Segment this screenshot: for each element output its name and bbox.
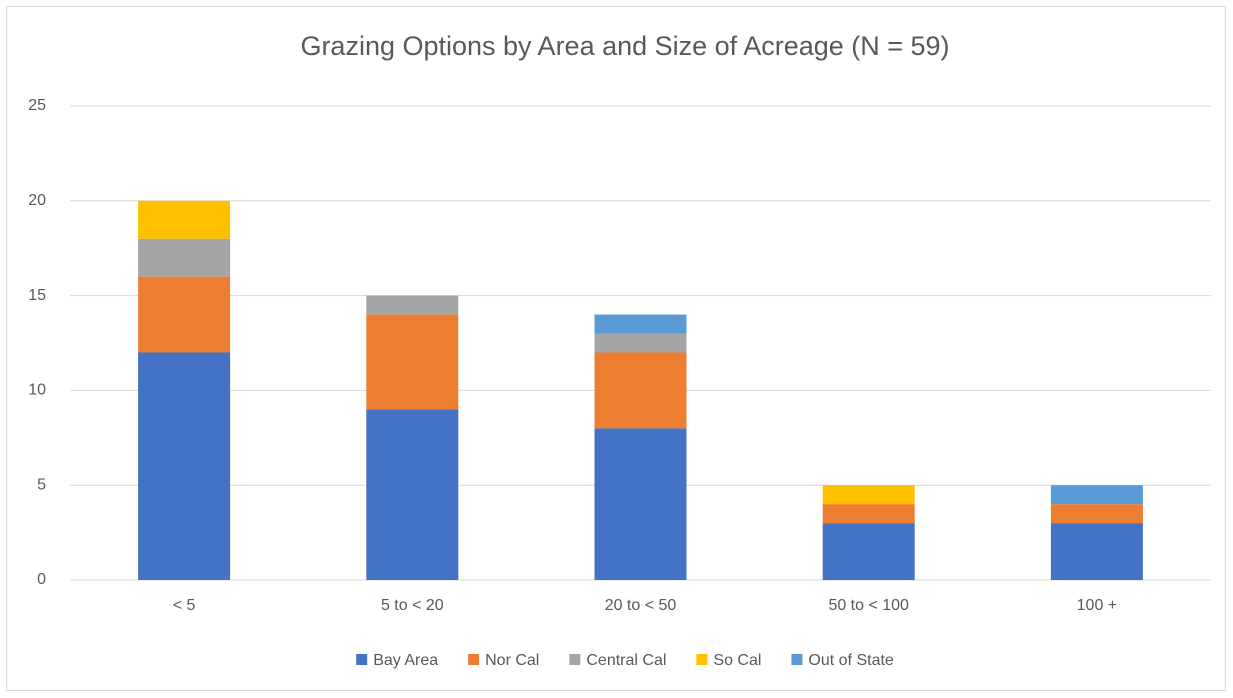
legend-label: Bay Area bbox=[373, 652, 438, 669]
x-tick-label: 100 + bbox=[1077, 597, 1117, 614]
legend-swatch bbox=[569, 654, 581, 665]
bar-segment bbox=[366, 295, 459, 315]
bar-segment bbox=[822, 504, 915, 524]
bar-segment bbox=[594, 352, 687, 429]
legend-swatch bbox=[356, 654, 368, 665]
x-tick-label: 20 to < 50 bbox=[605, 597, 677, 614]
bar-segment bbox=[1050, 504, 1143, 524]
legend-swatch bbox=[468, 654, 480, 665]
bar-segment bbox=[138, 200, 231, 239]
x-tick-label: 5 to < 20 bbox=[381, 597, 444, 614]
y-tick-label: 15 bbox=[28, 287, 46, 304]
bar-segment bbox=[594, 428, 687, 580]
chart-title: Grazing Options by Area and Size of Acre… bbox=[300, 31, 949, 61]
legend-label: Central Cal bbox=[586, 652, 666, 669]
bar-segment bbox=[138, 352, 231, 580]
y-tick-label: 20 bbox=[28, 192, 46, 209]
bar-segment bbox=[594, 333, 687, 353]
y-tick-label: 0 bbox=[37, 571, 46, 588]
legend-swatch bbox=[696, 654, 708, 665]
y-tick-label: 10 bbox=[28, 382, 46, 399]
bar-segment bbox=[138, 238, 231, 277]
x-tick-label: 50 to < 100 bbox=[828, 597, 909, 614]
bar-segment bbox=[822, 485, 915, 505]
bar-segment bbox=[822, 523, 915, 580]
bar-segment bbox=[1050, 523, 1143, 580]
legend-swatch bbox=[791, 654, 803, 665]
legend-label: Out of State bbox=[808, 652, 893, 669]
bar-segment bbox=[1050, 485, 1143, 505]
y-tick-label: 25 bbox=[28, 97, 46, 114]
x-tick-label: < 5 bbox=[173, 597, 196, 614]
bar-segment bbox=[366, 314, 459, 410]
bar-segment bbox=[366, 409, 459, 580]
y-tick-label: 5 bbox=[37, 476, 46, 493]
legend-label: So Cal bbox=[713, 652, 761, 669]
legend-label: Nor Cal bbox=[485, 652, 539, 669]
bar-segment bbox=[138, 276, 231, 353]
bar-segment bbox=[594, 314, 687, 334]
